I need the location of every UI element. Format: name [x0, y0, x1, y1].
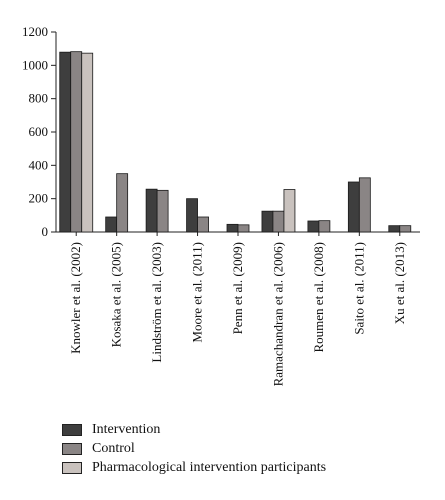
- y-axis: 0 200 400 600 800 1000 1200: [22, 24, 57, 239]
- y-tick-label: 0: [42, 224, 49, 239]
- category-label: Saito et al. (2011): [351, 242, 366, 335]
- legend-item: Control: [62, 439, 326, 458]
- bar-intervention-8: [388, 225, 401, 233]
- category-labels: Knowler et al. (2002) Kosaka et al. (2005…: [68, 242, 407, 386]
- y-tick-label: 800: [29, 91, 49, 106]
- category-label: Knowler et al. (2002): [68, 242, 83, 354]
- category-label: Xu et al. (2013): [392, 242, 407, 324]
- legend-label: Intervention: [92, 421, 161, 437]
- bar-pharmacological-intervention-participants-5: [283, 189, 296, 233]
- bar-control-1: [116, 173, 129, 233]
- bar-control-5: [272, 210, 285, 233]
- legend-label: Control: [92, 440, 135, 456]
- legend-label: Pharmacological intervention participant…: [92, 459, 327, 475]
- bar-control-2: [156, 189, 169, 233]
- category-label: Penn et al. (2009): [230, 242, 245, 334]
- category-label: Lindström et al. (2003): [149, 242, 164, 363]
- legend: Intervention Control Pharmacological inter…: [62, 420, 326, 477]
- bar-intervention-0: [59, 51, 72, 233]
- bar-control-0: [70, 51, 83, 233]
- y-tick-label: 200: [29, 191, 49, 206]
- bar-intervention-7: [347, 181, 360, 233]
- y-tick-label: 1200: [22, 24, 48, 39]
- bar-intervention-2: [145, 188, 158, 233]
- y-tick-label: 400: [29, 157, 49, 172]
- bar-control-4: [237, 224, 250, 233]
- bar-intervention-6: [307, 220, 320, 233]
- category-label: Ramachandran et al. (2006): [270, 242, 285, 386]
- bar-control-6: [318, 220, 331, 233]
- category-label: Moore et al. (2011): [190, 242, 205, 343]
- bar-control-8: [399, 225, 412, 233]
- category-label: Kosaka et al. (2005): [109, 242, 124, 347]
- bar-intervention-5: [261, 210, 274, 233]
- category-label: Roumen et al. (2008): [311, 242, 326, 352]
- bars: [59, 51, 412, 233]
- y-tick-label: 1000: [22, 57, 48, 72]
- legend-swatch: [62, 461, 82, 474]
- x-axis: [56, 231, 420, 236]
- legend-item: Intervention: [62, 420, 326, 439]
- bar-intervention-3: [186, 198, 198, 233]
- bar-intervention-1: [105, 216, 118, 233]
- bar-intervention-4: [226, 223, 239, 233]
- bar-control-3: [197, 216, 209, 233]
- legend-swatch: [62, 423, 82, 436]
- legend-swatch: [62, 442, 82, 455]
- legend-item: Pharmacological intervention participant…: [62, 458, 326, 477]
- y-tick-label: 600: [29, 124, 49, 139]
- bar-control-7: [358, 177, 371, 233]
- bar-pharmacological-intervention-participants-0: [81, 52, 94, 233]
